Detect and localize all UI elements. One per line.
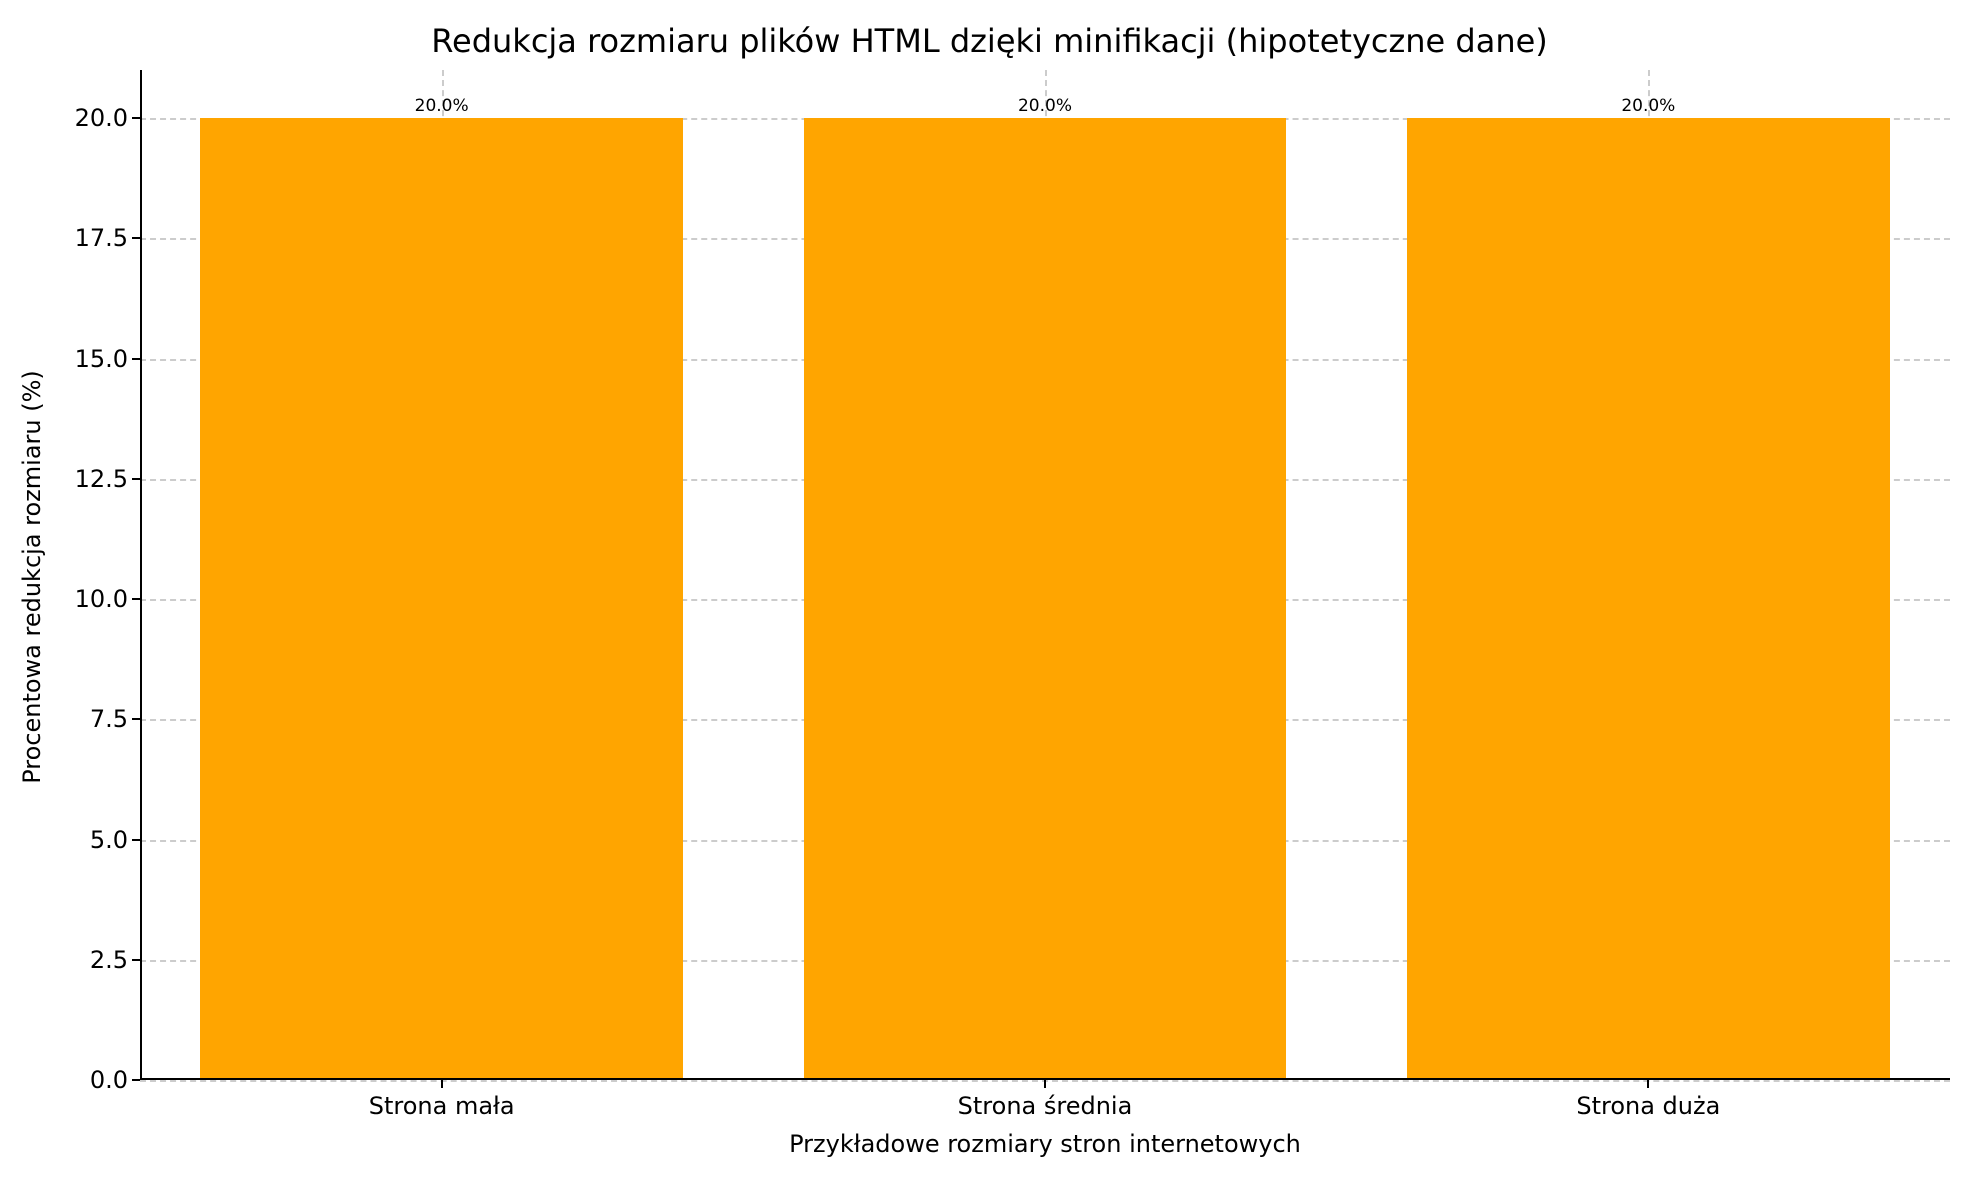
xtick-label: Strona mała [140,1092,743,1120]
chart-title: Redukcja rozmiaru plików HTML dzięki min… [0,22,1979,60]
bar [200,118,683,1080]
ytick-mark [132,718,140,720]
ytick-mark [132,237,140,239]
ytick-label: 0.0 [28,1066,128,1094]
bar [804,118,1287,1080]
ytick-label: 12.5 [28,465,128,493]
bar-value-label: 20.0% [1018,96,1072,116]
ytick-label: 2.5 [28,946,128,974]
ytick-mark [132,1079,140,1081]
ytick-label: 20.0 [28,104,128,132]
spine-left [140,70,142,1080]
ytick-mark [132,478,140,480]
bar-value-label: 20.0% [1621,96,1675,116]
ytick-label: 7.5 [28,705,128,733]
xtick-label: Strona duża [1347,1092,1950,1120]
xtick-mark [1044,1080,1046,1088]
xtick-label: Strona średnia [743,1092,1346,1120]
ytick-label: 15.0 [28,345,128,373]
xtick-mark [441,1080,443,1088]
ytick-mark [132,839,140,841]
bar [1407,118,1890,1080]
ytick-mark [132,598,140,600]
ytick-mark [132,358,140,360]
ytick-label: 17.5 [28,224,128,252]
ytick-mark [132,959,140,961]
spine-bottom [140,1078,1950,1080]
plot-area [140,70,1950,1080]
figure: Redukcja rozmiaru plików HTML dzięki min… [0,0,1979,1180]
ytick-label: 5.0 [28,826,128,854]
bar-value-label: 20.0% [415,96,469,116]
xtick-mark [1647,1080,1649,1088]
x-axis-label: Przykładowe rozmiary stron internetowych [140,1130,1950,1158]
ytick-label: 10.0 [28,585,128,613]
ytick-mark [132,117,140,119]
